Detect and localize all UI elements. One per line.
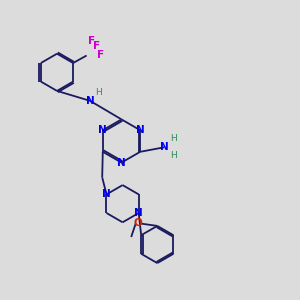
Text: N: N bbox=[117, 158, 126, 168]
Text: F: F bbox=[88, 35, 96, 46]
Text: N: N bbox=[160, 142, 169, 152]
Text: F: F bbox=[98, 50, 105, 60]
Text: H: H bbox=[95, 88, 102, 97]
Text: N: N bbox=[85, 96, 94, 106]
Text: N: N bbox=[136, 125, 145, 135]
Text: N: N bbox=[102, 189, 111, 200]
Text: N: N bbox=[134, 208, 143, 218]
Text: H: H bbox=[170, 151, 177, 160]
Text: H: H bbox=[170, 134, 177, 143]
Text: F: F bbox=[93, 41, 100, 51]
Text: N: N bbox=[98, 125, 106, 135]
Text: O: O bbox=[134, 218, 142, 229]
